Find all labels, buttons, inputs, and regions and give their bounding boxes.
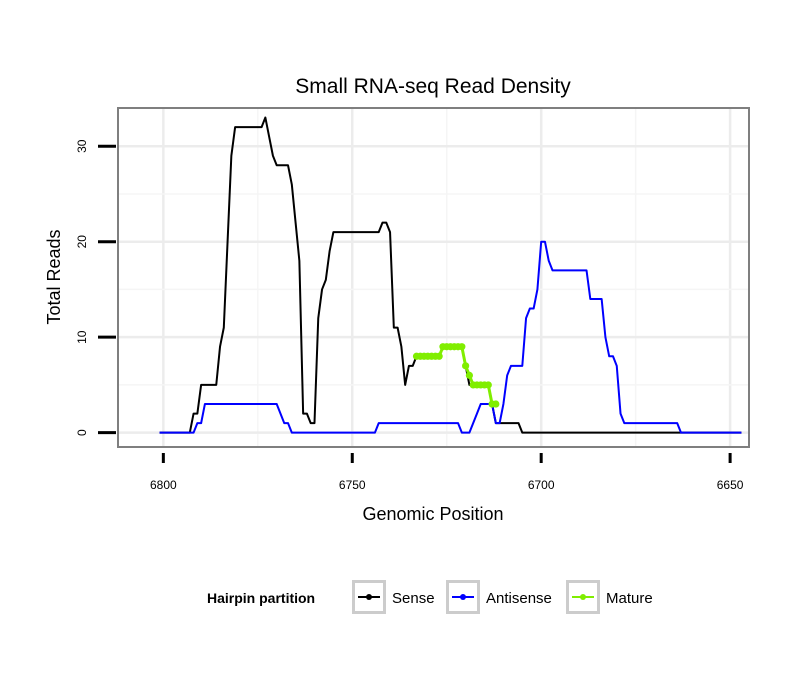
antisense-line: [159, 240, 742, 434]
plot-panel-background: [118, 108, 749, 447]
legend-key-point-sense: [366, 594, 372, 600]
legend-label-sense: Sense: [392, 590, 435, 607]
legend-label-antisense: Antisense: [486, 590, 552, 607]
x-tick-label: 6750: [339, 478, 366, 492]
series-layer: [159, 116, 742, 434]
x-tick-label: 6800: [150, 478, 177, 492]
grid-lines: [118, 108, 749, 447]
y-tick-label: 10: [75, 330, 89, 344]
x-axis-title: Genomic Position: [362, 504, 503, 524]
mature-point: [435, 352, 443, 360]
mature-point: [492, 400, 500, 408]
chart-title: Small RNA-seq Read Density: [295, 75, 571, 98]
legend-key-point-mature: [580, 594, 586, 600]
y-tick-label: 30: [75, 139, 89, 153]
mature-point: [465, 371, 473, 379]
x-tick-label: 6650: [717, 478, 744, 492]
mature-point: [458, 343, 466, 351]
plot-panel-border: [117, 107, 750, 448]
legend: Hairpin partition Sense Antisense Mature: [207, 580, 653, 614]
y-tick-label: 0: [75, 429, 89, 436]
mature-point: [462, 362, 470, 370]
x-tick-label: 6700: [528, 478, 555, 492]
legend-key-point-antisense: [460, 594, 466, 600]
y-axis-title: Total Reads: [44, 229, 64, 324]
legend-label-mature: Mature: [606, 590, 653, 607]
mature-point: [484, 381, 492, 389]
axes: 6800 6750 6700 6650 0 10 20 30: [75, 139, 744, 492]
legend-title: Hairpin partition: [207, 590, 315, 606]
y-tick-label: 20: [75, 235, 89, 249]
